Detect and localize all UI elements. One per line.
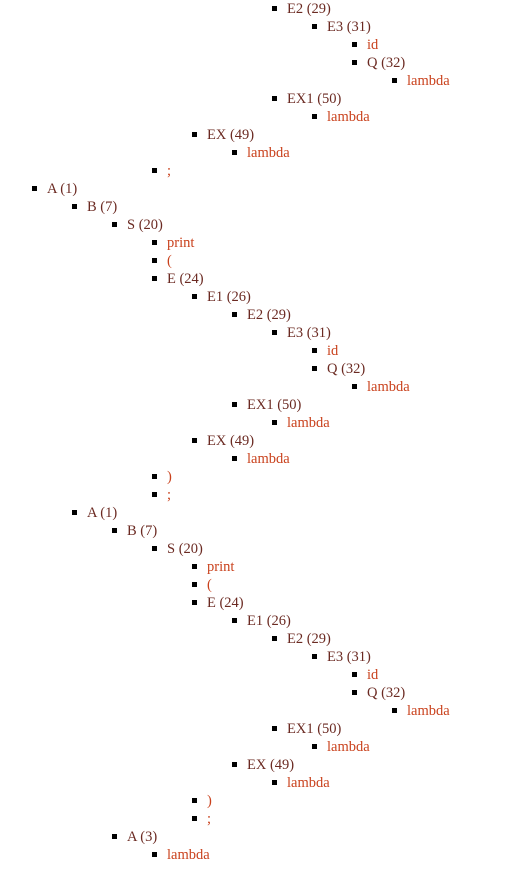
bullet-icon — [72, 510, 77, 515]
terminal-label: lambda — [367, 379, 410, 395]
bullet-icon — [352, 42, 357, 47]
terminal-label: lambda — [247, 145, 290, 161]
bullet-icon — [312, 654, 317, 659]
bullet-icon — [312, 744, 317, 749]
bullet-icon — [152, 168, 157, 173]
terminal-label: lambda — [407, 73, 450, 89]
bullet-icon — [192, 582, 197, 587]
terminal-label: lambda — [407, 703, 450, 719]
terminal-label: ( — [207, 577, 212, 593]
terminal-label: ) — [207, 793, 212, 809]
nonterminal-label: A (3) — [127, 829, 158, 845]
bullet-icon — [112, 528, 117, 533]
nonterminal-label: S (20) — [127, 217, 163, 233]
bullet-icon — [152, 240, 157, 245]
bullet-icon — [312, 24, 317, 29]
bullet-icon — [112, 222, 117, 227]
bullet-icon — [312, 348, 317, 353]
nonterminal-label: E3 (31) — [287, 325, 331, 341]
terminal-label: lambda — [287, 775, 330, 791]
bullet-icon — [192, 132, 197, 137]
terminal-label: ; — [167, 163, 172, 179]
nonterminal-label: EX1 (50) — [287, 721, 342, 737]
terminal-label: id — [327, 343, 339, 359]
nonterminal-label: E2 (29) — [287, 1, 331, 17]
bullet-icon — [352, 60, 357, 65]
bullet-icon — [272, 6, 277, 11]
nonterminal-label: E3 (31) — [327, 19, 371, 35]
terminal-label: lambda — [287, 415, 330, 431]
bullet-icon — [272, 636, 277, 641]
bullet-icon — [392, 708, 397, 713]
nonterminal-label: EX (49) — [207, 433, 255, 449]
terminal-label: print — [167, 235, 195, 251]
nonterminal-label: E (24) — [167, 271, 204, 287]
terminal-label: ) — [167, 469, 172, 485]
nonterminal-label: EX (49) — [247, 757, 295, 773]
bullet-icon — [272, 420, 277, 425]
bullet-icon — [192, 294, 197, 299]
bullet-icon — [232, 762, 237, 767]
bullet-icon — [32, 186, 37, 191]
bullet-icon — [152, 276, 157, 281]
bullet-icon — [352, 384, 357, 389]
terminal-label: ; — [207, 811, 212, 827]
nonterminal-label: EX1 (50) — [247, 397, 302, 413]
bullet-icon — [272, 780, 277, 785]
bullet-icon — [312, 366, 317, 371]
bullet-icon — [352, 672, 357, 677]
bullet-icon — [272, 726, 277, 731]
bullet-icon — [232, 618, 237, 623]
nonterminal-label: E1 (26) — [247, 613, 291, 629]
nonterminal-label: Q (32) — [327, 361, 366, 377]
terminal-label: print — [207, 559, 235, 575]
nonterminal-label: A (1) — [87, 505, 118, 521]
bullet-icon — [392, 78, 397, 83]
nonterminal-label: B (7) — [127, 523, 158, 539]
bullet-icon — [192, 816, 197, 821]
nonterminal-label: A (1) — [47, 181, 78, 197]
bullet-icon — [152, 546, 157, 551]
bullet-icon — [232, 456, 237, 461]
bullet-icon — [152, 258, 157, 263]
bullet-icon — [232, 150, 237, 155]
terminal-label: lambda — [167, 847, 210, 863]
terminal-label: lambda — [247, 451, 290, 467]
terminal-label: ; — [167, 487, 172, 503]
bullet-icon — [312, 114, 317, 119]
bullet-icon — [112, 834, 117, 839]
nonterminal-label: Q (32) — [367, 685, 406, 701]
bullet-icon — [152, 474, 157, 479]
bullet-icon — [352, 690, 357, 695]
bullet-icon — [232, 312, 237, 317]
bullet-icon — [272, 330, 277, 335]
nonterminal-label: E1 (26) — [207, 289, 251, 305]
nonterminal-label: E2 (29) — [247, 307, 291, 323]
terminal-label: lambda — [327, 739, 370, 755]
nonterminal-label: EX (49) — [207, 127, 255, 143]
nonterminal-label: E2 (29) — [287, 631, 331, 647]
bullet-icon — [192, 564, 197, 569]
nonterminal-label: E3 (31) — [327, 649, 371, 665]
bullet-icon — [192, 600, 197, 605]
bullet-icon — [152, 492, 157, 497]
bullet-icon — [192, 438, 197, 443]
nonterminal-label: S (20) — [167, 541, 203, 557]
nonterminal-label: B (7) — [87, 199, 118, 215]
bullet-icon — [272, 96, 277, 101]
bullet-icon — [72, 204, 77, 209]
terminal-label: id — [367, 37, 379, 53]
bullet-icon — [192, 798, 197, 803]
bullet-icon — [232, 402, 237, 407]
terminal-label: id — [367, 667, 379, 683]
nonterminal-label: EX1 (50) — [287, 91, 342, 107]
nonterminal-label: Q (32) — [367, 55, 406, 71]
terminal-label: ( — [167, 253, 172, 269]
terminal-label: lambda — [327, 109, 370, 125]
bullet-icon — [152, 852, 157, 857]
nonterminal-label: E (24) — [207, 595, 244, 611]
